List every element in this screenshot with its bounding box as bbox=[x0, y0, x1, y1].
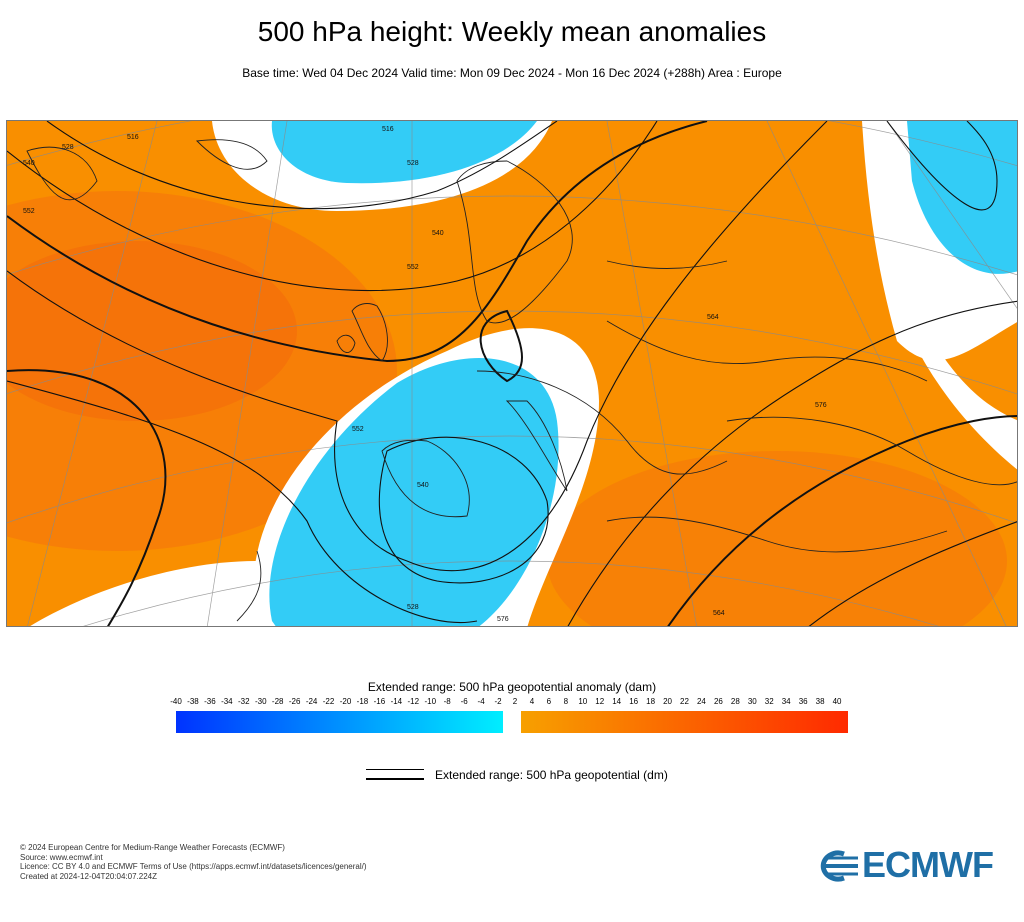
contour-label: 516 bbox=[127, 134, 139, 141]
contour-label: 540 bbox=[23, 160, 35, 167]
contour-label: 516 bbox=[382, 126, 394, 133]
colorbar-tick-label: -12 bbox=[407, 697, 420, 706]
contour-label: 576 bbox=[815, 402, 827, 409]
colorbar-tick-label: -6 bbox=[460, 697, 468, 706]
colorbar-tick-label: 6 bbox=[546, 697, 552, 706]
positive-core-east bbox=[547, 451, 1007, 626]
colorbar-positive bbox=[521, 711, 848, 733]
credit-licence: Licence: CC BY 4.0 and ECMWF Terms of Us… bbox=[20, 862, 367, 871]
credits: © 2024 European Centre for Medium-Range … bbox=[20, 843, 367, 881]
ecmwf-logo-icon bbox=[820, 850, 858, 882]
colorbar-tick-label: 34 bbox=[781, 697, 791, 706]
colorbar-negative bbox=[176, 711, 503, 733]
graticule bbox=[7, 121, 1017, 626]
colorbar-tick-label: -36 bbox=[204, 697, 216, 706]
anomaly-colorbar bbox=[176, 711, 848, 733]
contour-line-legend: Extended range: 500 hPa geopotential (dm… bbox=[366, 766, 766, 786]
contour-label: 552 bbox=[23, 208, 35, 215]
colorbar-tick-label: 10 bbox=[578, 697, 588, 706]
colorbar-tick-label: 16 bbox=[629, 697, 639, 706]
colorbar-tick-label: -2 bbox=[494, 697, 502, 706]
negative-anomaly-north bbox=[271, 121, 537, 184]
contour-label: 528 bbox=[62, 144, 74, 151]
geopotential-contours bbox=[7, 121, 1017, 626]
colorbar-tick-label: -28 bbox=[271, 697, 284, 706]
contour-labels: 516 516 528 540 552 540 528 552 564 576 … bbox=[23, 126, 827, 623]
colorbar-tick-label: 24 bbox=[696, 697, 706, 706]
map-svg: 516 516 528 540 552 540 528 552 564 576 … bbox=[7, 121, 1017, 626]
contour-label: 576 bbox=[497, 616, 509, 623]
chart-subtitle: Base time: Wed 04 Dec 2024 Valid time: M… bbox=[242, 66, 782, 80]
colorbar-tick-label: -20 bbox=[339, 697, 352, 706]
contour-label: 528 bbox=[407, 160, 419, 167]
ecmwf-logo-text: ECMWF bbox=[862, 844, 994, 885]
colorbar-tick-label: 32 bbox=[764, 697, 774, 706]
colorbar-tick-label: -38 bbox=[187, 697, 199, 706]
colorbar-tick-label: 38 bbox=[815, 697, 825, 706]
colorbar-tick-label: -34 bbox=[221, 697, 233, 706]
colorbar-tick-label: 12 bbox=[595, 697, 605, 706]
colorbar-tick-label: -10 bbox=[424, 697, 437, 706]
coastlines bbox=[26, 139, 1017, 622]
contour-label: 564 bbox=[713, 610, 725, 617]
credit-source: Source: www.ecmwf.int bbox=[20, 852, 103, 862]
colorbar-tick-label: 22 bbox=[680, 697, 689, 706]
colorbar-tick-label: -26 bbox=[288, 697, 301, 706]
contour-label: 552 bbox=[352, 426, 364, 433]
colorbar-tick-label: 30 bbox=[747, 697, 757, 706]
colorbar-tick-label: 8 bbox=[563, 697, 569, 706]
negative-anomaly-iberia bbox=[269, 358, 559, 626]
colorbar-tick-label: 14 bbox=[612, 697, 622, 706]
chart-title: 500 hPa height: Weekly mean anomalies bbox=[257, 16, 767, 47]
colorbar-tick-label: -24 bbox=[305, 697, 318, 706]
colorbar-tick-label: 20 bbox=[663, 697, 672, 706]
contour-label: 564 bbox=[707, 314, 719, 321]
credit-copyright: © 2024 European Centre for Medium-Range … bbox=[20, 843, 285, 852]
colorbar-tick-label: 40 bbox=[832, 697, 842, 706]
anomaly-map: 516 516 528 540 552 540 528 552 564 576 … bbox=[6, 120, 1018, 627]
contour-label: 552 bbox=[407, 264, 419, 271]
colorbar-tick-label: -40 bbox=[170, 697, 182, 706]
colorbar-ticks: -40 -38 -36 -34 -32 -30 -28 -26 -24 -22 -20 -18 -16-… bbox=[168, 697, 858, 709]
colorbar-tick-label: 28 bbox=[730, 697, 740, 706]
contour-label: 540 bbox=[417, 482, 429, 489]
anomaly-legend-title: Extended range: 500 hPa geopotential ano… bbox=[367, 680, 657, 694]
colorbar-tick-label: -8 bbox=[443, 697, 451, 706]
colorbar-tick-label: 2 bbox=[512, 697, 518, 706]
colorbar-tick-label: -32 bbox=[238, 697, 250, 706]
colorbar-tick-label: 36 bbox=[798, 697, 808, 706]
colorbar-tick-label: -22 bbox=[322, 697, 335, 706]
colorbar-tick-label: -30 bbox=[254, 697, 267, 706]
credit-created: Created at 2024-12-04T20:04:07.224Z bbox=[20, 871, 157, 881]
contour-label: 540 bbox=[432, 230, 444, 237]
colorbar-tick-label: -16 bbox=[373, 697, 386, 706]
colorbar-tick-label: -14 bbox=[390, 697, 403, 706]
colorbar-tick-label: 26 bbox=[713, 697, 723, 706]
colorbar-tick-label: -4 bbox=[477, 697, 485, 706]
colorbar-tick-label: 18 bbox=[646, 697, 656, 706]
colorbar-tick-label: 4 bbox=[529, 697, 535, 706]
negative-anomaly-russia bbox=[907, 121, 1017, 274]
contour-line-sample bbox=[366, 769, 424, 780]
ecmwf-logo: ECMWF bbox=[814, 844, 1014, 886]
colorbar-tick-label: -18 bbox=[356, 697, 369, 706]
contour-line-label: Extended range: 500 hPa geopotential (dm… bbox=[435, 768, 668, 782]
contour-label: 528 bbox=[407, 604, 419, 611]
near-zero-southwest bbox=[30, 561, 267, 626]
